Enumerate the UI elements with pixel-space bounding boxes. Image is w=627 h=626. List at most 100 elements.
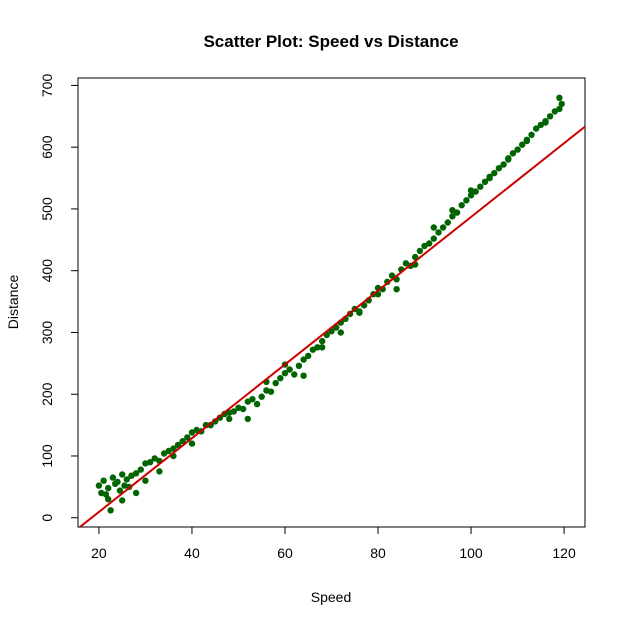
y-axis: 0 100 200 300 400 500 600 700	[39, 74, 79, 522]
data-point	[426, 240, 433, 247]
data-point	[95, 482, 103, 489]
data-point	[272, 379, 279, 387]
x-tick-label: 80	[370, 545, 386, 561]
data-point	[107, 507, 114, 514]
y-tick-label: 0	[39, 514, 55, 522]
data-point	[146, 459, 154, 466]
y-tick-label: 600	[39, 135, 55, 159]
data-point	[253, 400, 261, 408]
data-point	[300, 372, 307, 379]
data-point	[430, 235, 437, 242]
data-point	[514, 146, 521, 153]
x-tick-label: 20	[91, 545, 107, 561]
data-point	[184, 434, 191, 441]
data-point	[439, 224, 447, 231]
data-point	[519, 141, 526, 148]
data-point	[467, 187, 475, 194]
data-point	[449, 207, 456, 214]
data-point	[105, 484, 112, 492]
data-point	[286, 366, 293, 373]
data-point	[109, 474, 117, 481]
data-point	[119, 497, 126, 504]
data-point	[430, 224, 437, 231]
data-point	[337, 329, 344, 336]
data-point	[300, 356, 307, 363]
data-point	[533, 125, 540, 132]
data-point	[537, 121, 544, 129]
data-point	[226, 415, 233, 423]
data-point	[239, 405, 247, 413]
data-point	[291, 371, 298, 378]
data-point	[546, 113, 554, 120]
data-point	[444, 219, 451, 226]
data-point	[463, 197, 470, 204]
y-tick-label: 500	[39, 197, 55, 221]
data-point	[165, 447, 172, 455]
data-point	[495, 165, 503, 172]
x-tick-label: 120	[552, 545, 576, 561]
data-point	[188, 440, 196, 447]
data-point	[481, 178, 489, 185]
data-point	[523, 137, 531, 145]
data-point	[477, 183, 484, 190]
data-point	[119, 471, 126, 478]
data-point	[100, 477, 107, 484]
data-point	[453, 209, 461, 216]
data-point	[393, 286, 400, 293]
data-point	[319, 337, 326, 345]
data-point	[500, 161, 507, 168]
data-point	[151, 455, 158, 462]
data-point	[486, 174, 493, 182]
x-axis-label: Speed	[311, 589, 351, 605]
data-point	[132, 489, 140, 497]
points-layer	[95, 94, 565, 514]
data-point	[314, 344, 321, 351]
data-point	[509, 150, 517, 157]
data-point	[132, 470, 140, 477]
data-point	[421, 242, 428, 250]
data-point	[295, 362, 303, 369]
x-tick-label: 60	[277, 545, 293, 561]
data-point	[258, 393, 265, 400]
data-point	[137, 466, 144, 473]
data-point	[305, 352, 312, 360]
y-tick-label: 100	[39, 444, 55, 468]
y-tick-label: 700	[39, 74, 55, 98]
data-point	[416, 247, 424, 255]
y-tick-label: 200	[39, 382, 55, 406]
data-point	[449, 213, 456, 220]
data-point	[435, 229, 442, 236]
data-point	[244, 415, 251, 423]
data-point	[491, 169, 498, 177]
data-point	[116, 487, 124, 494]
data-point	[114, 478, 121, 486]
data-point	[102, 491, 110, 498]
x-tick-label: 100	[459, 545, 483, 561]
data-point	[170, 445, 177, 452]
data-point	[356, 309, 363, 316]
data-point	[467, 192, 475, 199]
data-point	[142, 477, 149, 484]
data-point	[156, 468, 163, 475]
y-tick-label: 400	[39, 259, 55, 283]
chart-title: Scatter Plot: Speed vs Distance	[203, 32, 458, 51]
data-point	[402, 260, 410, 267]
data-point	[123, 476, 130, 483]
data-point	[319, 344, 326, 351]
data-point	[281, 370, 289, 377]
x-axis: 20 40 60 80 100 120	[91, 526, 576, 561]
data-point	[105, 496, 112, 503]
data-point	[249, 396, 256, 403]
y-tick-label: 300	[39, 321, 55, 345]
y-axis-label: Distance	[5, 275, 21, 330]
data-point	[179, 438, 186, 445]
data-point	[556, 105, 563, 113]
data-point	[174, 441, 182, 449]
x-tick-label: 40	[184, 545, 200, 561]
data-point	[267, 388, 275, 395]
regression-line	[78, 125, 585, 527]
data-point	[458, 202, 465, 209]
data-point	[556, 94, 563, 102]
data-point	[528, 131, 535, 138]
